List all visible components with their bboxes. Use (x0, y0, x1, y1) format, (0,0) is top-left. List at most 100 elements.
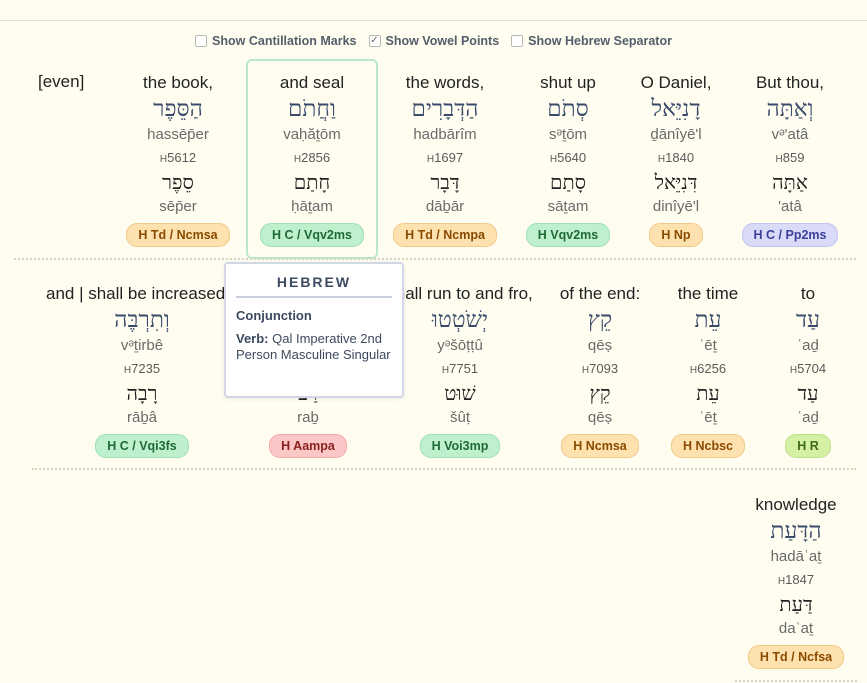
row-divider (735, 680, 857, 682)
strong-number[interactable]: H5640 (549, 150, 587, 165)
word-card[interactable]: of the end: קֵץ qēṣ H7093 קֵץ qēṣ H Ncms… (534, 283, 666, 458)
transliteration: ʿaḏ (797, 337, 819, 354)
morphology-tag[interactable]: H C / Vqi3fs (95, 434, 189, 458)
hebrew-word[interactable]: סְתֹם (547, 96, 589, 122)
root-word: רָבָה (126, 381, 158, 405)
word-card[interactable]: to עַד ʿaḏ H5704 עַד ʿaḏ H R (762, 283, 854, 458)
transliteration: hassēp̄er (147, 126, 209, 143)
transliteration: yᵊšōṭṭû (437, 337, 483, 354)
root-transliteration: daʿaṯ (778, 620, 814, 637)
hebrew-word[interactable]: הַדְּבָרִים (411, 96, 479, 122)
cantillation-label: Show Cantillation Marks (212, 34, 357, 48)
root-transliteration: sāṯam (547, 198, 589, 215)
morphology-tag[interactable]: H Td / Ncfsa (747, 645, 845, 669)
strong-number[interactable]: H7235 (123, 361, 161, 376)
morphology-tag[interactable]: H Vqv2ms (525, 223, 611, 247)
morphology-tag[interactable]: H Voi3mp (419, 434, 501, 458)
english-gloss: and seal (279, 73, 345, 92)
transliteration: hadāʿaṯ (770, 548, 822, 565)
root-word: סֵפֶר (162, 170, 194, 194)
root-transliteration: 'atâ (778, 198, 802, 215)
morphology-tag[interactable]: H C / Pp2ms (741, 223, 839, 247)
vowel-points-checkbox[interactable]: ✓ (368, 35, 381, 47)
english-gloss: the words, (405, 73, 485, 92)
hebrew-word[interactable]: דָנִיֵּאל (651, 96, 701, 122)
english-gloss: knowledge (755, 495, 837, 514)
root-transliteration: sēp̄er (159, 198, 197, 215)
tooltip-title: HEBREW (236, 274, 392, 298)
hebrew-separator-label: Show Hebrew Separator (528, 34, 672, 48)
hebrew-word[interactable]: עֵת (694, 307, 722, 333)
morphology-tag[interactable]: H Np (649, 223, 703, 247)
hebrew-word[interactable]: עַד (795, 307, 821, 333)
word-card[interactable]: רַב raḇ H Aampa (242, 283, 374, 458)
hebrew-word[interactable]: הַסֵּפֶר (153, 96, 203, 122)
morphology-tooltip: HEBREW Conjunction Verb: Qal Imperative … (224, 262, 404, 398)
option-hebrew-separator[interactable]: Show Hebrew Separator (511, 34, 672, 48)
tooltip-verb-text: Qal Imperative 2nd Person Masculine Sing… (236, 331, 391, 362)
strong-number[interactable]: H7093 (581, 361, 619, 376)
top-divider (0, 20, 867, 21)
strong-number[interactable]: H7751 (441, 361, 479, 376)
word-card[interactable]: the book, הַסֵּפֶר hassēp̄er H5612 סֵפֶר… (112, 72, 244, 247)
root-word: אַתָּה (772, 170, 808, 194)
word-card[interactable]: the time עֵת ʿēṯ H6256 עֵת ʿēṯ H Ncbsc (642, 283, 774, 458)
strong-number[interactable]: H1840 (657, 150, 695, 165)
strong-number[interactable]: H5704 (789, 361, 827, 376)
transliteration: vᵊ'atâ (771, 126, 809, 143)
strong-number[interactable]: H859 (775, 150, 805, 165)
strong-number[interactable]: H5612 (159, 150, 197, 165)
strong-number[interactable]: H1697 (426, 150, 464, 165)
transliteration: vᵊṯirbê (120, 337, 164, 354)
strong-number[interactable]: H2856 (293, 150, 331, 165)
root-word: קֵץ (589, 381, 611, 405)
transliteration: vaḥăṯōm (283, 126, 341, 143)
word-card[interactable]: shut up סְתֹם sᵊṯōm H5640 סָתַם sāṯam H … (502, 72, 634, 247)
english-gloss: shall run to and fro, (387, 284, 533, 303)
strong-number[interactable]: H1847 (777, 572, 815, 587)
word-card[interactable]: the words, הַדְּבָרִים hadbārîm H1697 דָ… (379, 72, 511, 247)
root-word: דָּבָר (430, 170, 460, 194)
option-vowel-points[interactable]: ✓ Show Vowel Points (368, 34, 499, 48)
root-transliteration: rāḇâ (126, 409, 158, 426)
english-gloss: the book, (143, 73, 213, 92)
root-word: עַד (797, 381, 819, 405)
hebrew-word[interactable]: וְאַתָּה (766, 96, 814, 122)
morphology-tag[interactable]: H R (785, 434, 831, 458)
hebrew-word[interactable]: יְשֹׁטְטוּ (432, 307, 488, 333)
morphology-tag[interactable]: H Td / Ncmpa (393, 223, 497, 247)
hebrew-word[interactable]: וְתִרְבֶּה (114, 307, 170, 333)
root-transliteration: dāḇār (425, 198, 465, 215)
transliteration: ḏānîyē'l (650, 126, 702, 143)
tooltip-body: Verb: Qal Imperative 2nd Person Masculin… (236, 331, 392, 363)
word-card[interactable]: But thou, וְאַתָּה vᵊ'atâ H859 אַתָּה 'a… (724, 72, 856, 247)
morphology-tag[interactable]: H Ncbsc (670, 434, 746, 458)
transliteration: hadbārîm (413, 126, 477, 143)
word-card[interactable]: and | shall be increased. וְתִרְבֶּה vᵊṯ… (46, 283, 245, 458)
transliteration: sᵊṯōm (548, 126, 588, 143)
row-divider (32, 468, 856, 470)
hebrew-word[interactable]: הַדָּעַת (770, 518, 822, 544)
english-gloss: to (800, 284, 816, 303)
root-transliteration: raḇ (297, 409, 319, 426)
hebrew-word[interactable]: וַחֲתֹם (288, 96, 336, 122)
word-card[interactable]: O Daniel, דָנִיֵּאל ḏānîyē'l H1840 דִּנִ… (610, 72, 742, 247)
hebrew-separator-checkbox[interactable] (511, 35, 524, 47)
option-cantillation[interactable]: Show Cantillation Marks (195, 34, 357, 48)
transliteration: qēṣ (587, 337, 613, 354)
morphology-tag[interactable]: H C / Vqv2ms (260, 223, 364, 247)
strong-number[interactable]: H6256 (689, 361, 727, 376)
transliteration: ʿēṯ (699, 337, 717, 354)
word-card[interactable]: shall run to and fro, יְשֹׁטְטוּ yᵊšōṭṭû… (385, 283, 535, 458)
morphology-tag[interactable]: H Aampa (269, 434, 347, 458)
english-gloss: of the end: (559, 284, 641, 303)
morphology-tag[interactable]: H Ncmsa (561, 434, 639, 458)
root-transliteration: qēṣ (587, 409, 613, 426)
cantillation-checkbox[interactable] (195, 35, 208, 47)
word-card[interactable]: knowledge הַדָּעַת hadāʿaṯ H1847 דַּעַת … (730, 494, 862, 669)
morphology-tag[interactable]: H Td / Ncmsa (126, 223, 230, 247)
root-word: סָתַם (549, 170, 587, 194)
word-card-highlighted[interactable]: and seal וַחֲתֹם vaḥăṯōm H2856 חָתַם ḥāṯ… (246, 59, 378, 259)
hebrew-word[interactable]: קֵץ (587, 307, 613, 333)
root-transliteration: ḥāṯam (291, 198, 333, 215)
